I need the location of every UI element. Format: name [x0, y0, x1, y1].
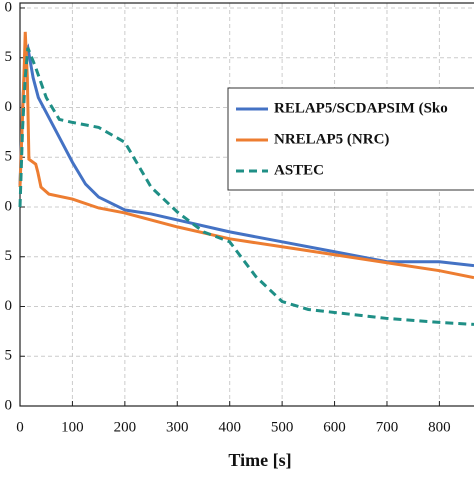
- legend-label: ASTEC: [274, 162, 324, 178]
- x-tick-label: 0: [16, 419, 24, 435]
- legend-label: NRELAP5 (NRC): [274, 131, 389, 147]
- y-tick-label: 5: [5, 248, 13, 264]
- y-tick-label: 5: [5, 49, 13, 65]
- x-tick-label: 400: [218, 419, 241, 435]
- y-tick-label: 0: [5, 198, 13, 214]
- y-tick-label: 5: [5, 348, 13, 364]
- x-tick-label: 100: [61, 419, 84, 435]
- x-tick-label: 700: [376, 419, 399, 435]
- y-tick-label: 0: [5, 99, 13, 115]
- legend-label: RELAP5/SCDAPSIM (Sko: [274, 100, 448, 116]
- x-axis-label: Time [s]: [228, 450, 291, 470]
- y-tick-label: 0: [5, 397, 13, 413]
- x-tick-label: 600: [323, 419, 346, 435]
- x-tick-label: 300: [166, 419, 189, 435]
- legend-box: [227, 87, 474, 191]
- series-line: [18, 31, 474, 280]
- x-tick-label: 800: [428, 419, 451, 435]
- series-line: [18, 43, 474, 268]
- y-tick-label: 5: [5, 149, 13, 165]
- y-tick-label: 0: [5, 298, 13, 314]
- x-tick-label: 200: [114, 419, 137, 435]
- y-tick-label: 0: [5, 0, 13, 15]
- x-tick-label: 500: [271, 419, 294, 435]
